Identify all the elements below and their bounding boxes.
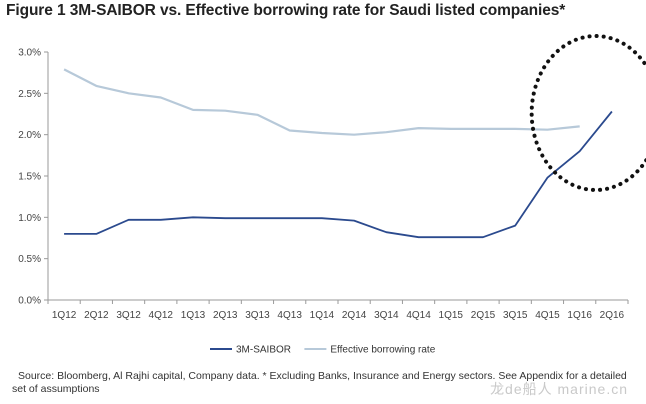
y-axis-tick-labels: 0.0% 0.5% 1.0% 1.5% 2.0% 2.5% 3.0%	[18, 48, 41, 307]
series-layer	[63, 68, 613, 239]
x-tick-label: 3Q12	[116, 310, 141, 321]
y-tick-label: 0.0%	[18, 296, 41, 307]
x-tick-label: 3Q15	[503, 310, 528, 321]
x-tick-label: 3Q14	[374, 310, 399, 321]
x-tick-label: 1Q16	[567, 310, 592, 321]
watermark: 龙de船人 marine.cn	[490, 381, 628, 397]
y-tick-label: 2.5%	[18, 89, 41, 100]
annotation-layer	[529, 34, 646, 192]
y-tick-label: 0.5%	[18, 254, 41, 265]
x-axis-tick-labels: 1Q12 2Q12 3Q12 4Q12 1Q13 2Q13 3Q13 4Q13 1Q14 2Q14…	[52, 310, 625, 321]
chart-legend: 3M-SAIBOR Effective borrowing rate	[210, 345, 436, 356]
x-tick-label: 1Q13	[181, 310, 206, 321]
legend-label: 3M-SAIBOR	[236, 345, 291, 356]
x-tick-label: 2Q13	[213, 310, 238, 321]
legend-label: Effective borrowing rate	[330, 345, 435, 356]
x-tick-label: 3Q13	[245, 310, 270, 321]
x-tick-label: 1Q14	[310, 310, 335, 321]
x-tick-label: 1Q12	[52, 310, 77, 321]
chart-axes	[44, 51, 629, 304]
x-tick-label: 4Q13	[277, 310, 302, 321]
x-tick-label: 4Q12	[149, 310, 174, 321]
x-tick-label: 4Q14	[406, 310, 431, 321]
y-tick-label: 1.5%	[18, 172, 41, 183]
y-tick-label: 3.0%	[18, 48, 41, 59]
x-tick-label: 2Q15	[471, 310, 496, 321]
dotted-ellipse-annotation	[529, 34, 646, 192]
x-tick-label: 2Q16	[600, 310, 625, 321]
x-tick-label: 1Q15	[439, 310, 464, 321]
y-tick-label: 2.0%	[18, 130, 41, 141]
series-line-effective-borrowing-rate	[63, 68, 580, 136]
source-note: Source: Bloomberg, Al Rajhi capital, Com…	[12, 370, 627, 395]
series-line-3m-saibor	[64, 110, 613, 239]
figure-title: Figure 1 3M-SAIBOR vs. Effective borrowi…	[6, 2, 566, 19]
x-tick-label: 4Q15	[535, 310, 560, 321]
x-tick-label: 2Q12	[84, 310, 109, 321]
y-tick-label: 1.0%	[18, 213, 41, 224]
x-tick-label: 2Q14	[342, 310, 367, 321]
